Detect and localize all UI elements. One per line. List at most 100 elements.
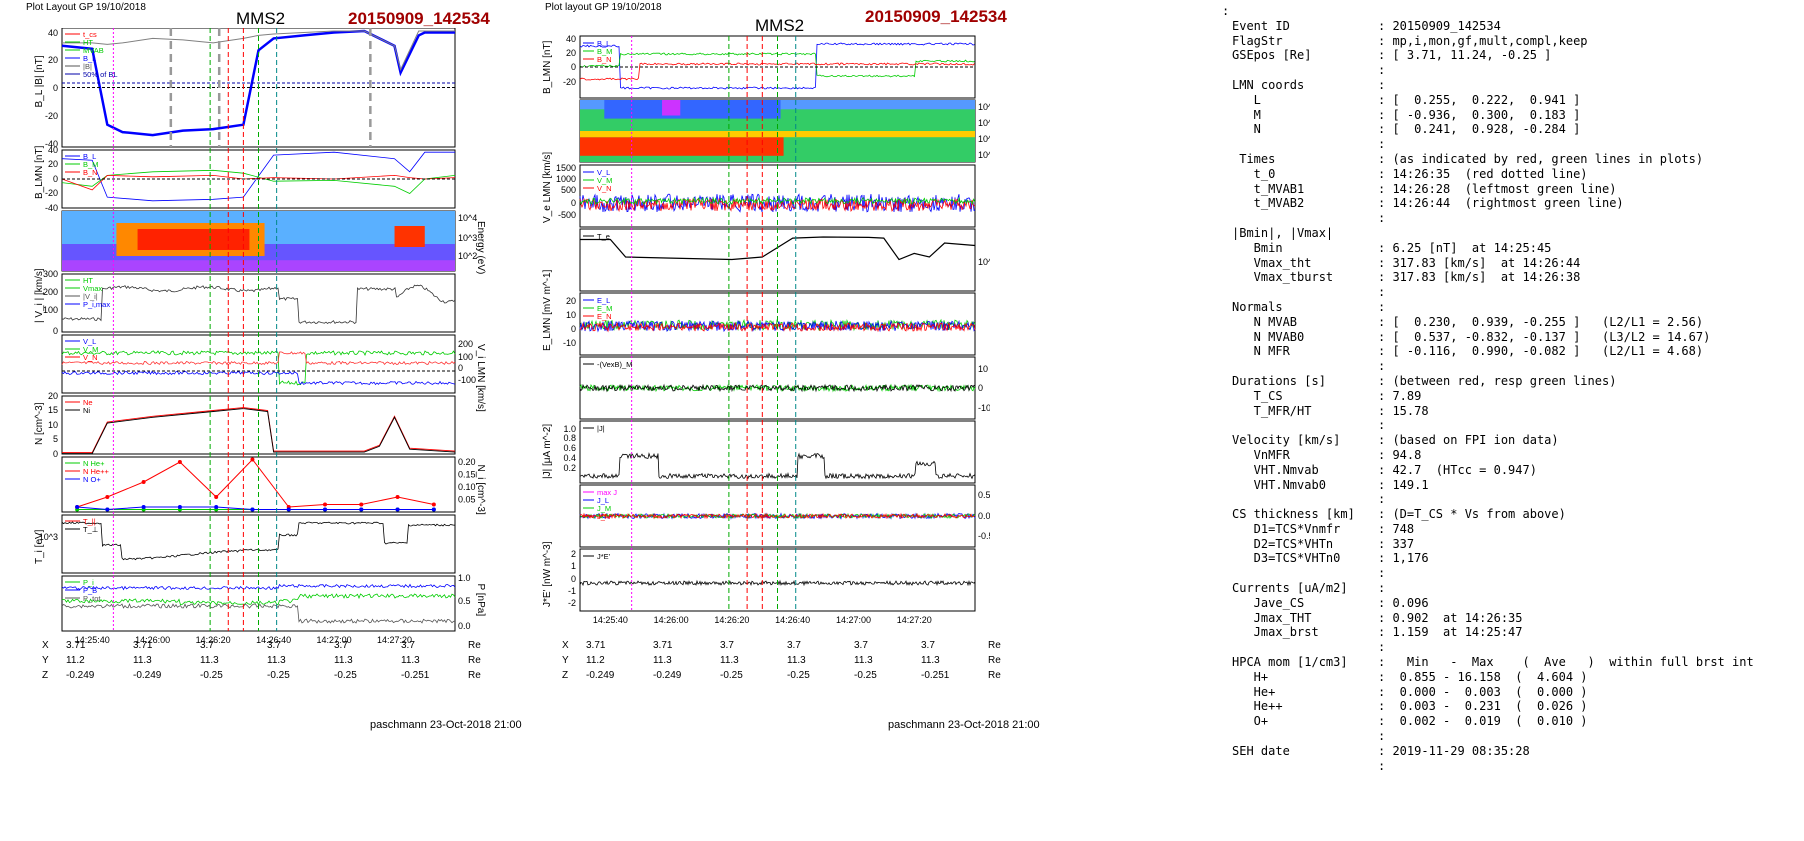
info-line: Currents [uA/m2]: bbox=[1222, 581, 1754, 596]
right-p6-ytick: 10 bbox=[978, 364, 988, 374]
left-p1-ytick: 0 bbox=[53, 83, 58, 93]
right-p2-ytick: 10^2 bbox=[978, 134, 990, 144]
left-pos-value: 11.3 bbox=[334, 655, 353, 666]
left-time-tick-5: 14:27:20 bbox=[377, 635, 412, 645]
info-value: : bbox=[1378, 581, 1386, 596]
left-p5-ytick: 0 bbox=[458, 363, 463, 373]
info-value: : 14:26:44 (rightmost green line) bbox=[1378, 196, 1624, 211]
info-key: VnMFR bbox=[1232, 447, 1290, 462]
left-pos-value: 11.3 bbox=[267, 655, 286, 666]
left-pos-value: 3.7 bbox=[267, 640, 281, 651]
left-p7-ytick: 0.10 bbox=[458, 482, 476, 492]
info-key: N bbox=[1232, 122, 1261, 137]
left-p6-ytick: 10 bbox=[48, 420, 58, 430]
right-legend-p5-2: E_N bbox=[597, 312, 612, 321]
left-ylabel-7: T_i [eV] bbox=[34, 529, 45, 564]
right-p8-ytick: 0.5 bbox=[978, 490, 990, 500]
left-time-tick-0: 14:25:40 bbox=[75, 635, 110, 645]
info-value: : bbox=[1378, 729, 1386, 744]
left-p2-ytick: 0 bbox=[53, 174, 58, 184]
event-info-panel: : Event ID: 20150909_142534 FlagStr: mp,i,… bbox=[1222, 4, 1754, 773]
right-p5-ytick: -10 bbox=[563, 338, 576, 348]
info-key: t_MVAB2 bbox=[1232, 196, 1305, 211]
left-p3-ytick: 10^4 bbox=[458, 213, 477, 223]
right-p7-ytick: 0.2 bbox=[563, 463, 576, 473]
left-p4-ytick: 0 bbox=[53, 326, 58, 336]
info-line: : bbox=[1222, 729, 1754, 744]
left-pos-unit: Re bbox=[468, 670, 481, 681]
info-value: : (D=T_CS * Vs from above) bbox=[1378, 507, 1566, 522]
left-p2-series bbox=[61, 169, 456, 194]
info-line: CS thickness [km]: (D=T_CS * Vs from abo… bbox=[1222, 507, 1754, 522]
info-key: L bbox=[1232, 92, 1261, 107]
left-p6-series bbox=[62, 407, 456, 454]
left-legend-p1-0: t_cs bbox=[83, 30, 97, 39]
left-pos-value: -0.25 bbox=[267, 670, 290, 681]
left-p6-ytick: 20 bbox=[48, 391, 58, 401]
right-time-tick-3: 14:26:40 bbox=[775, 615, 810, 625]
info-value: : bbox=[1378, 299, 1386, 314]
info-value: : bbox=[1378, 63, 1386, 78]
info-value: : [ -0.116, 0.990, -0.082 ] (L2/L1 = 4.6… bbox=[1378, 344, 1704, 359]
right-pos-unit: Re bbox=[988, 655, 1001, 666]
info-key: Vmax_tht bbox=[1232, 255, 1312, 270]
left-p1-ytick: 40 bbox=[48, 28, 58, 38]
right-pos-value: 11.3 bbox=[720, 655, 739, 666]
right-p1-ytick: 0 bbox=[571, 62, 576, 72]
info-line: : bbox=[1222, 63, 1754, 78]
left-p1-ytick: -20 bbox=[45, 111, 58, 121]
info-line: D2=TCS*VHTn: 337 bbox=[1222, 537, 1754, 552]
right-pos-value: -0.249 bbox=[653, 670, 682, 681]
right-legend-p5-0: E_L bbox=[597, 296, 610, 305]
right-legend-p3-0: V_L bbox=[597, 168, 610, 177]
left-ylabel-6: N_i [cm^-3] bbox=[475, 465, 486, 515]
info-value: : 7.89 bbox=[1378, 388, 1422, 403]
info-key: FlagStr bbox=[1232, 33, 1283, 48]
left-pos-unit: Re bbox=[468, 640, 481, 651]
info-line: VHT.Nmvab0: 149.1 bbox=[1222, 478, 1754, 493]
info-value: : 94.8 bbox=[1378, 447, 1422, 462]
info-value: : 0.002 - 0.019 ( 0.010 ) bbox=[1378, 714, 1588, 729]
left-ylabel-2: Energy (eV) bbox=[475, 221, 486, 274]
right-pos-value: 3.7 bbox=[787, 640, 801, 651]
left-p9-ytick: 0.5 bbox=[458, 596, 471, 606]
left-legend-p1-4: |B| bbox=[83, 62, 92, 71]
left-pos-value: 3.7 bbox=[200, 640, 214, 651]
right-p9-ytick: -1 bbox=[568, 586, 576, 596]
left-p3-ytick: 10^2 bbox=[458, 251, 477, 261]
info-line: |Bmin|, |Vmax| bbox=[1222, 226, 1754, 241]
info-key: Jmax_brst bbox=[1232, 625, 1319, 640]
info-line: D1=TCS*Vnmfr: 748 bbox=[1222, 522, 1754, 537]
info-line: Jmax_brst: 1.159 at 14:25:47 bbox=[1222, 625, 1754, 640]
info-key: M bbox=[1232, 107, 1261, 122]
left-pos-label-X: X bbox=[42, 640, 49, 651]
right-pos-value: 11.3 bbox=[653, 655, 672, 666]
right-ylabel-6: |J| [μA m^-2] bbox=[542, 424, 553, 479]
info-line: Vmax_tburst: 317.83 [km/s] at 14:26:38 bbox=[1222, 270, 1754, 285]
right-pos-value: 3.7 bbox=[720, 640, 734, 651]
right-p9-ytick: 0 bbox=[571, 574, 576, 584]
left-pos-label-Y: Y bbox=[42, 655, 49, 666]
left-p5-ytick: 200 bbox=[458, 339, 473, 349]
info-line: N : [ 0.241, 0.928, -0.284 ] bbox=[1222, 122, 1754, 137]
left-p7-series bbox=[76, 458, 434, 508]
right-legend-p6-0: -(VexB)_M bbox=[597, 360, 632, 369]
info-value: : bbox=[1378, 77, 1386, 92]
info-value: : [ 0.241, 0.928, -0.284 ] bbox=[1378, 122, 1581, 137]
info-line: t_MVAB2 : 14:26:44 (rightmost green line) bbox=[1222, 196, 1754, 211]
right-legend-p1-1: B_M bbox=[597, 47, 612, 56]
right-pos-value: -0.25 bbox=[720, 670, 743, 681]
left-p1-series bbox=[62, 30, 455, 72]
left-legend-p8-1: T_⊥ bbox=[83, 525, 99, 534]
info-line: HPCA mom [1/cm3]: Min - Max ( Ave ) with… bbox=[1222, 655, 1754, 670]
right-p2-ytick: 10^4 bbox=[978, 102, 990, 112]
left-legend-p2-2: B_N bbox=[83, 168, 98, 177]
info-key: Jmax_THT bbox=[1232, 610, 1312, 625]
left-legend-p5-0: V_L bbox=[83, 337, 96, 346]
info-line: VHT.Nmvab: 42.7 (HTcc = 0.947) bbox=[1222, 463, 1754, 478]
right-pos-value: -0.251 bbox=[921, 670, 950, 681]
info-key: T_MFR/HT bbox=[1232, 403, 1312, 418]
info-line: Jave_CS: 0.096 bbox=[1222, 596, 1754, 611]
info-key: t_MVAB1 bbox=[1232, 181, 1305, 196]
left-p1-ytick: 20 bbox=[48, 55, 58, 65]
